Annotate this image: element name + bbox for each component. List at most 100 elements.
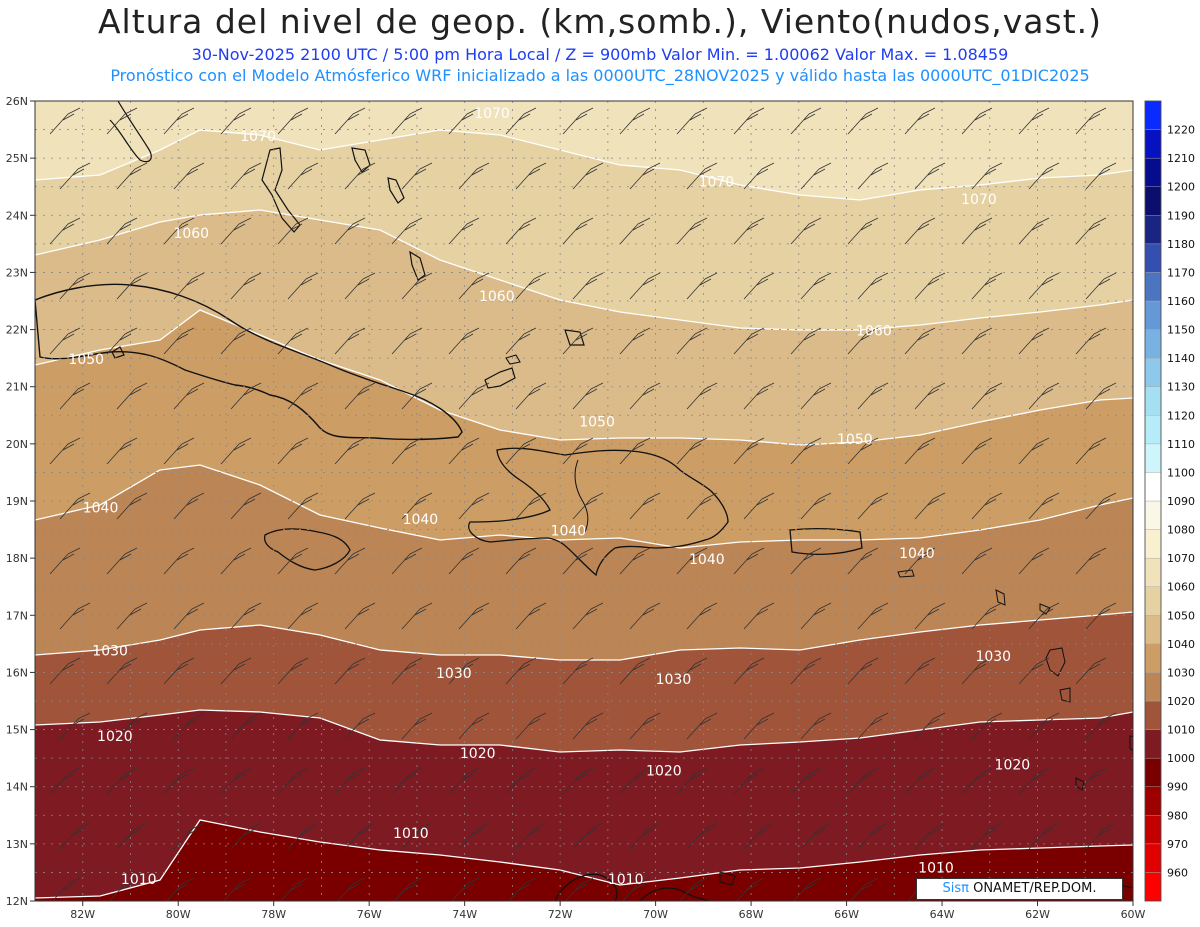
wind-barb [49,217,81,245]
contour-label: 1070 [699,175,735,191]
wind-barb [515,382,547,410]
wind-barb [914,272,946,300]
contour-line [35,611,1133,661]
wind-barb [277,107,309,135]
colorbar-label: 1180 [1167,238,1195,251]
wind-barb [458,382,490,410]
colorbar-label: 1190 [1167,209,1195,222]
colorbar-label: 980 [1167,809,1188,822]
colorbar-swatch [1144,500,1162,530]
lat-lon-grid [35,101,1133,901]
wind-barb [686,382,718,410]
colorbar-label: 1160 [1167,295,1195,308]
contour-label: 1030 [656,672,692,688]
colorbar-swatch [1144,786,1162,816]
wind-barb [1028,602,1060,630]
wind-barb [961,657,993,685]
colorbar-label: 1130 [1167,381,1195,394]
wind-barb [800,272,832,300]
wind-barb [800,712,832,740]
forecast-time-line: 30-Nov-2025 2100 UTC / 5:00 pm Hora Loca… [191,45,1009,64]
colorbar-label: 1200 [1167,181,1195,194]
wind-barb [344,162,376,190]
colorbar-label: 1120 [1167,409,1195,422]
wind-barb [847,107,879,135]
wind-barb [790,327,822,355]
wind-barb [1018,657,1050,685]
wind-barb [49,657,81,685]
wind-barb [391,657,423,685]
wind-barb [116,162,148,190]
wind-barb [562,437,594,465]
wind-barb [800,602,832,630]
wind-barb [800,492,832,520]
geopotential-shading [35,101,1133,901]
wind-barb [857,822,889,850]
wind-barb [287,382,319,410]
colorbar-label: 1150 [1167,324,1195,337]
wind-barb [515,822,547,850]
contour-lines [35,129,1133,899]
wind-barb [515,712,547,740]
wind-barb [106,107,138,135]
wind-barb [220,767,252,795]
wind-barb [1028,162,1060,190]
colorbar-swatch [1144,129,1162,159]
wind-barb [163,657,195,685]
wind-barb [391,217,423,245]
wind-barb [676,217,708,245]
wind-barb [676,657,708,685]
wind-barb [458,602,490,630]
wind-barb [59,602,91,630]
colorbar: 960 970 980 990 1000 1010 1020 1030 1040 1050 1060… [1144,100,1195,902]
wind-barb [686,272,718,300]
wind-barb [629,272,661,300]
wind-barb [743,162,775,190]
colorbar-swatch [1144,243,1162,273]
colorbar-swatch [1144,215,1162,245]
wind-barb [904,327,936,355]
wind-barb [505,657,537,685]
wind-barb [515,492,547,520]
wind-barb [733,327,765,355]
wind-barb [505,217,537,245]
wind-barb [49,327,81,355]
wind-barb [230,382,262,410]
colorbar-swatch [1144,472,1162,502]
wind-barb [686,162,718,190]
contour-label: 1040 [83,500,119,516]
wind-barb [619,767,651,795]
wind-barb [163,107,195,135]
contour-label: 1070 [240,129,276,145]
lon-tick-label: 66W [834,908,859,921]
wind-barb [619,437,651,465]
wind-barb [904,547,936,575]
wind-barb [401,602,433,630]
wind-barb [1085,712,1117,740]
wind-barb [619,547,651,575]
wind-barb [971,162,1003,190]
model-info-line: Pronóstico con el Modelo Atmósferico WRF… [110,66,1090,85]
wind-barb [59,382,91,410]
wind-barb [401,822,433,850]
wind-barb [448,107,480,135]
contour-label: 1010 [393,826,429,842]
wind-barb [686,492,718,520]
wind-barb [847,547,879,575]
wind-barb [334,217,366,245]
wind-barb [116,272,148,300]
lat-tick-label: 23N [6,266,28,279]
wind-barb [562,767,594,795]
wind-barb [733,657,765,685]
wind-barb [1075,437,1107,465]
wind-barb [961,437,993,465]
lat-tick-label: 20N [6,438,28,451]
wind-barb [1028,492,1060,520]
wind-barb [334,327,366,355]
wind-barb [277,217,309,245]
contour-label: 1010 [918,860,954,876]
wind-barb [49,437,81,465]
contour-label: 1030 [436,666,472,682]
wind-barb [287,272,319,300]
wind-barb [1018,217,1050,245]
